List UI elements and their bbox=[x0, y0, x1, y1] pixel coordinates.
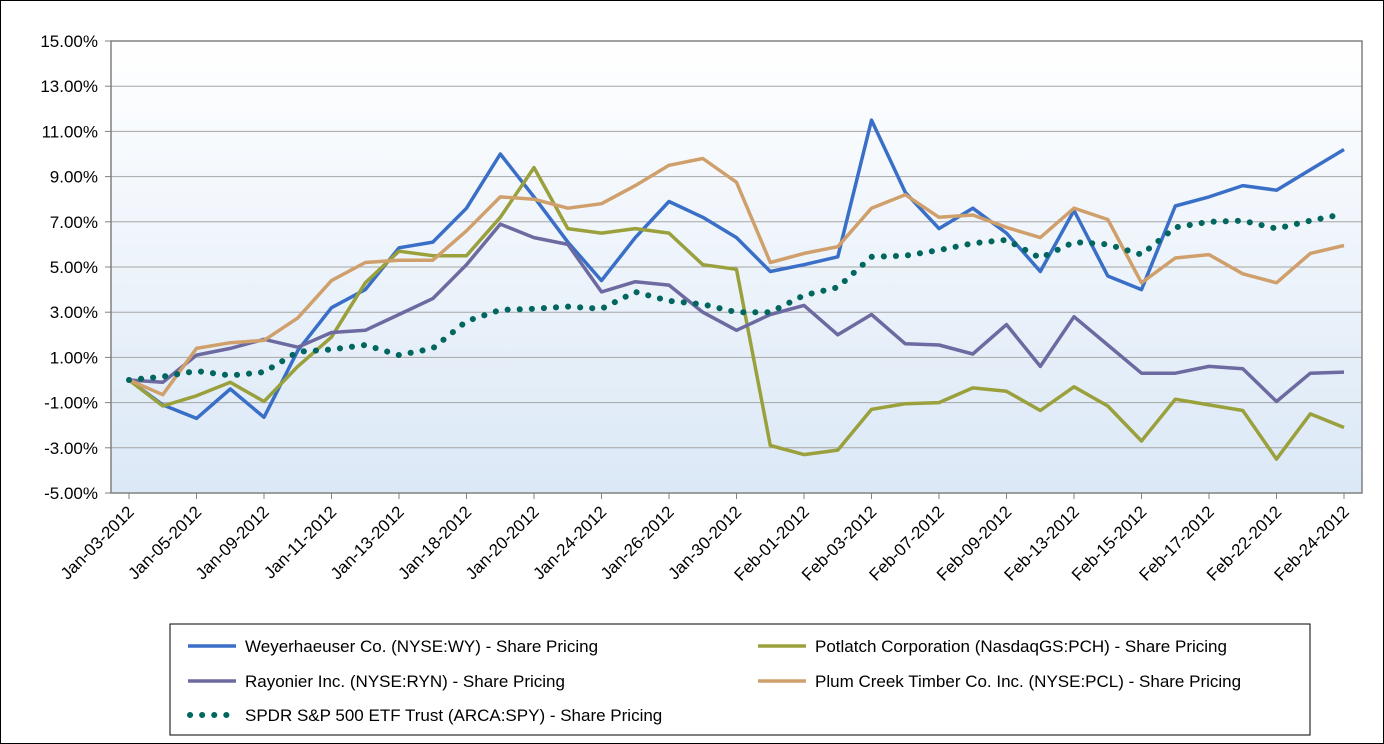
y-tick-label: -3.00% bbox=[44, 439, 98, 458]
legend-label: SPDR S&P 500 ETF Trust (ARCA:SPY) - Shar… bbox=[245, 706, 662, 725]
legend-label: Weyerhaeuser Co. (NYSE:WY) - Share Prici… bbox=[245, 637, 598, 656]
y-axis-tick-labels: 15.00% 13.00% 11.00% 9.00% 7.00% 5.00% 3.00% 1.… bbox=[40, 32, 98, 503]
y-tick-label: 1.00% bbox=[50, 348, 98, 367]
series-line-1 bbox=[127, 165, 1345, 461]
y-tick-label: 15.00% bbox=[40, 32, 98, 51]
axes bbox=[105, 40, 1345, 499]
y-tick-label: -5.00% bbox=[44, 484, 98, 503]
y-tick-label: -1.00% bbox=[44, 394, 98, 413]
series-lines bbox=[126, 118, 1347, 461]
y-tick-label: 3.00% bbox=[50, 303, 98, 322]
series-line-4 bbox=[126, 210, 1347, 383]
y-tick-label: 9.00% bbox=[50, 168, 98, 187]
series-line-0 bbox=[127, 118, 1345, 421]
legend-box bbox=[169, 623, 1311, 736]
series-line-2 bbox=[128, 222, 1345, 404]
series-line-3 bbox=[128, 156, 1345, 397]
y-tick-label: 7.00% bbox=[50, 213, 98, 232]
x-axis-tick-labels: Jan-03-2012Jan-05-2012Jan-09-2012Jan-11-… bbox=[57, 502, 1353, 584]
legend-label: Plum Creek Timber Co. Inc. (NYSE:PCL) - … bbox=[815, 672, 1241, 691]
y-tick-label: 11.00% bbox=[42, 122, 98, 141]
y-tick-label: 5.00% bbox=[50, 258, 98, 277]
legend-label: Rayonier Inc. (NYSE:RYN) - Share Pricing bbox=[245, 672, 565, 691]
y-tick-label: 13.00% bbox=[40, 77, 98, 96]
legend-label: Potlatch Corporation (NasdaqGS:PCH) - Sh… bbox=[815, 637, 1227, 656]
plot-border bbox=[110, 40, 1363, 494]
legend: Weyerhaeuser Co. (NYSE:WY) - Share Prici… bbox=[169, 623, 1311, 736]
